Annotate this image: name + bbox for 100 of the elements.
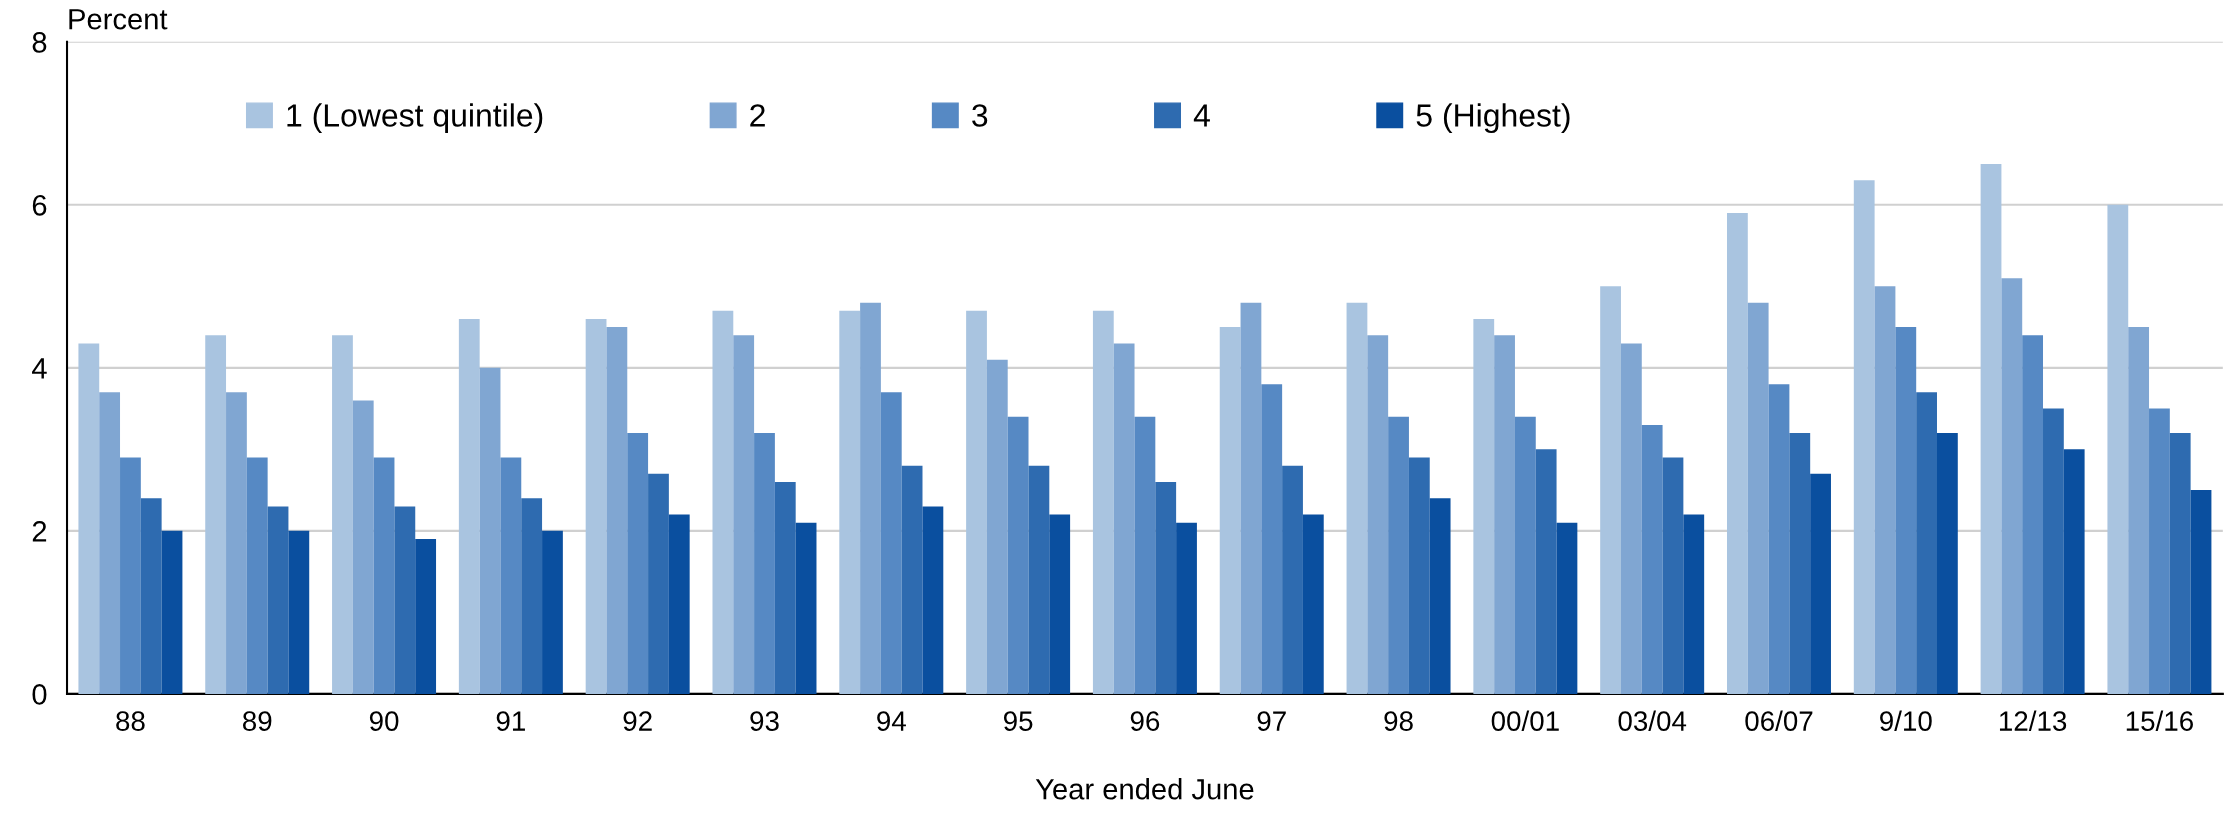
x-tick-label: 92 <box>623 711 652 731</box>
x-tick-label: 95 <box>1003 711 1033 731</box>
bar <box>1261 384 1283 694</box>
bar <box>542 530 563 694</box>
bar <box>795 522 817 694</box>
bar <box>1747 302 1769 694</box>
bar <box>860 302 881 694</box>
bar <box>226 392 247 694</box>
bar <box>373 457 395 694</box>
bar <box>1155 481 1177 694</box>
bar <box>2022 335 2044 694</box>
bar <box>2128 327 2150 694</box>
x-tick-label: 00/01 <box>1491 710 1559 731</box>
x-tick-label: 96 <box>1130 711 1160 731</box>
bar <box>246 457 268 694</box>
bar <box>986 359 1008 694</box>
bar <box>2149 408 2170 694</box>
bar <box>712 310 734 694</box>
bar <box>1980 164 2002 694</box>
bar <box>1494 335 1515 694</box>
bar <box>1916 392 1937 694</box>
bar <box>205 335 227 694</box>
x-tick-label: 88 <box>116 711 145 731</box>
x-tick-label: 91 <box>496 711 525 731</box>
y-tick-label: 6 <box>32 195 47 216</box>
bar <box>1641 424 1663 694</box>
legend-label: 2 <box>750 104 765 127</box>
bar <box>1408 457 1430 694</box>
x-tick-label: 97 <box>1257 711 1286 731</box>
y-axis-title: Percent <box>69 9 168 30</box>
bar <box>1535 449 1557 694</box>
bar <box>332 335 353 694</box>
bar <box>415 539 437 694</box>
bar <box>2190 490 2212 694</box>
bar <box>1473 318 1495 694</box>
bar <box>1176 522 1197 694</box>
bar <box>774 481 796 694</box>
bar <box>2169 433 2191 694</box>
bar <box>585 318 607 694</box>
bar <box>627 433 649 694</box>
bar <box>1620 343 1642 694</box>
bar <box>1240 302 1262 694</box>
bar <box>1028 465 1050 694</box>
bar <box>922 506 944 694</box>
bar <box>1556 522 1578 694</box>
bar <box>880 392 902 694</box>
bar <box>1726 212 1748 694</box>
bar <box>1367 335 1389 694</box>
bar <box>1092 310 1114 694</box>
bar <box>1810 473 1831 694</box>
x-tick-label: 15/16 <box>2126 710 2193 731</box>
bar <box>733 335 755 694</box>
x-tick-label: 03/04 <box>1618 710 1687 731</box>
bar <box>99 392 121 694</box>
bar <box>1683 514 1705 694</box>
bar <box>2063 449 2085 694</box>
x-tick-label: 90 <box>369 711 399 731</box>
bar <box>1514 416 1536 694</box>
bar <box>1429 498 1451 694</box>
bar <box>1346 302 1368 694</box>
bar <box>2107 204 2129 694</box>
x-tick-label: 9/10 <box>1880 710 1932 731</box>
bar <box>1134 416 1156 694</box>
bar <box>394 506 416 694</box>
bar <box>1302 514 1324 694</box>
bar <box>1049 514 1071 694</box>
bar <box>78 343 100 694</box>
bar <box>606 327 628 694</box>
bar <box>1007 416 1029 694</box>
bar <box>500 457 522 694</box>
bar <box>140 498 162 694</box>
bar <box>966 310 987 694</box>
bar <box>161 530 183 694</box>
bar <box>1600 286 1621 694</box>
bar <box>1895 327 1917 694</box>
bar <box>521 498 543 694</box>
x-tick-label: 06/07 <box>1745 710 1813 731</box>
bar <box>288 530 310 694</box>
bar <box>1282 465 1303 694</box>
bar <box>648 473 669 694</box>
bar <box>668 514 690 694</box>
bar <box>267 506 289 694</box>
x-tick-label: 89 <box>243 711 272 731</box>
bar <box>458 318 480 694</box>
x-axis-title: Year ended June <box>1035 778 1254 800</box>
y-tick-label: 4 <box>32 358 47 379</box>
bar <box>2043 408 2064 694</box>
bar <box>2001 278 2023 694</box>
x-tick-label: 93 <box>750 711 779 731</box>
x-tick-label: 98 <box>1384 711 1413 731</box>
bar <box>1936 433 1958 694</box>
legend-label: 3 <box>972 104 988 127</box>
bar <box>839 310 861 694</box>
bar <box>120 457 141 694</box>
bar <box>1388 416 1409 694</box>
y-tick-label: 2 <box>32 521 47 542</box>
y-tick-label: 0 <box>32 684 47 705</box>
bar <box>1789 433 1811 694</box>
bar <box>479 367 501 694</box>
bar <box>1113 343 1135 694</box>
